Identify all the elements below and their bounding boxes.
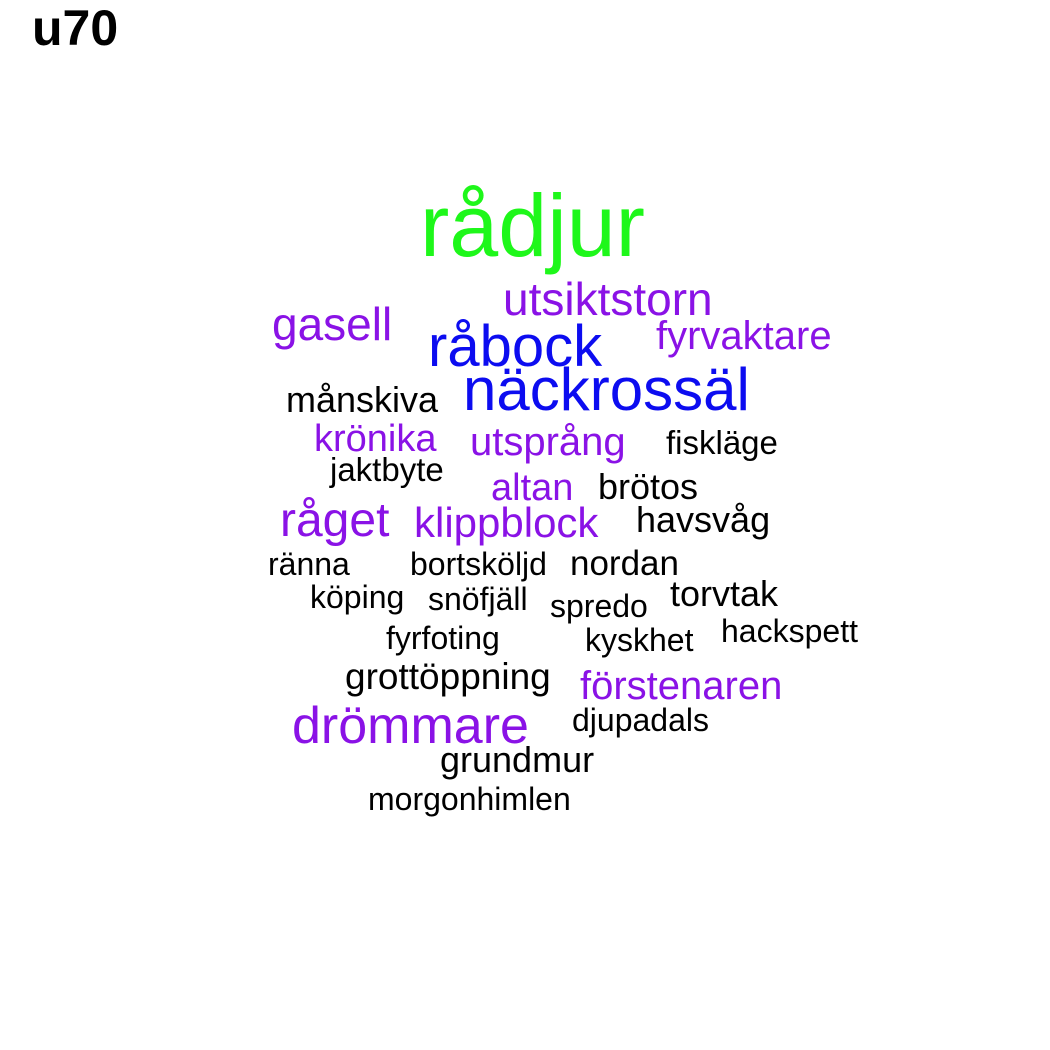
page-title: u70 (32, 0, 119, 56)
cloud-word: spredo (550, 588, 648, 624)
cloud-word: krönika (314, 418, 437, 460)
cloud-word: drömmare (292, 697, 529, 755)
cloud-word: köping (310, 579, 405, 615)
cloud-word: fiskläge (666, 424, 778, 461)
cloud-word: hackspett (721, 613, 858, 649)
cloud-word: fyrvaktare (656, 314, 832, 358)
cloud-word: bortsköljd (410, 546, 547, 582)
cloud-word: klippblock (414, 499, 599, 546)
cloud-word: grundmur (440, 739, 595, 780)
cloud-word: utsiktstorn (503, 273, 713, 325)
cloud-word: gasell (272, 298, 393, 350)
cloud-word: snöfjäll (428, 581, 528, 617)
cloud-word: brötos (598, 466, 699, 507)
cloud-word: nordan (570, 544, 679, 583)
cloud-word: grottöppning (345, 656, 551, 697)
cloud-word: rådjur (420, 176, 645, 275)
cloud-word: månskiva (286, 379, 439, 420)
cloud-word: djupadals (572, 702, 709, 738)
cloud-word: råbock (428, 314, 603, 379)
cloud-word: näckrossäl (463, 356, 750, 423)
cloud-word: fyrfoting (386, 620, 500, 656)
cloud-word: jaktbyte (330, 451, 444, 488)
cloud-word: kyskhet (585, 622, 694, 658)
cloud-word: havsvåg (636, 499, 771, 540)
cloud-word: förstenaren (580, 664, 783, 708)
cloud-word: råget (280, 494, 390, 547)
cloud-word: morgonhimlen (368, 781, 571, 817)
cloud-word: ränna (268, 546, 350, 582)
cloud-word: torvtak (670, 573, 779, 614)
cloud-word: altan (491, 467, 574, 509)
cloud-word: utsprång (470, 420, 626, 464)
